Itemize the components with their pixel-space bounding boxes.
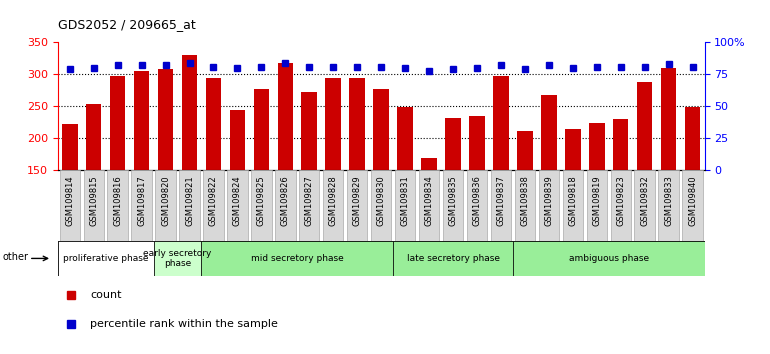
- Bar: [419, 170, 439, 241]
- Text: GSM109817: GSM109817: [137, 176, 146, 226]
- Text: GSM109833: GSM109833: [664, 176, 673, 227]
- Text: GSM109831: GSM109831: [400, 176, 410, 226]
- Bar: [253, 89, 270, 170]
- Bar: [658, 170, 679, 241]
- Bar: [108, 170, 128, 241]
- Bar: [469, 116, 485, 170]
- Text: proliferative phase: proliferative phase: [63, 254, 149, 263]
- Bar: [661, 68, 676, 170]
- Bar: [134, 71, 149, 170]
- Bar: [611, 170, 631, 241]
- Bar: [110, 76, 126, 170]
- Bar: [302, 92, 317, 170]
- Bar: [682, 170, 703, 241]
- Bar: [421, 158, 437, 170]
- Text: GSM109827: GSM109827: [305, 176, 314, 226]
- Bar: [514, 170, 535, 241]
- Bar: [513, 241, 705, 276]
- Bar: [158, 69, 173, 170]
- Text: GSM109815: GSM109815: [89, 176, 99, 226]
- Bar: [563, 170, 583, 241]
- Bar: [490, 170, 511, 241]
- Bar: [203, 170, 223, 241]
- Text: GDS2052 / 209665_at: GDS2052 / 209665_at: [58, 18, 196, 31]
- Bar: [517, 131, 533, 170]
- Bar: [275, 170, 296, 241]
- Bar: [395, 170, 415, 241]
- Bar: [613, 119, 628, 170]
- Bar: [58, 241, 153, 276]
- Bar: [634, 170, 654, 241]
- Bar: [132, 170, 152, 241]
- Text: percentile rank within the sample: percentile rank within the sample: [90, 319, 278, 329]
- Bar: [589, 124, 604, 170]
- Bar: [229, 110, 245, 170]
- Bar: [227, 170, 248, 241]
- Text: GSM109814: GSM109814: [65, 176, 74, 226]
- Text: GSM109823: GSM109823: [616, 176, 625, 226]
- Bar: [493, 76, 509, 170]
- Text: GSM109822: GSM109822: [209, 176, 218, 226]
- Bar: [347, 170, 367, 241]
- Bar: [443, 170, 464, 241]
- Text: count: count: [90, 290, 122, 300]
- Bar: [685, 108, 701, 170]
- Bar: [179, 170, 199, 241]
- Bar: [637, 82, 652, 170]
- Bar: [371, 170, 391, 241]
- Text: GSM109826: GSM109826: [281, 176, 290, 226]
- Bar: [397, 107, 413, 170]
- Bar: [156, 170, 176, 241]
- Bar: [251, 170, 272, 241]
- Text: GSM109820: GSM109820: [161, 176, 170, 226]
- Bar: [59, 170, 80, 241]
- Bar: [393, 241, 513, 276]
- Text: GSM109839: GSM109839: [544, 176, 554, 226]
- Bar: [445, 118, 460, 170]
- Text: GSM109816: GSM109816: [113, 176, 122, 226]
- Text: other: other: [3, 252, 29, 262]
- Bar: [153, 241, 202, 276]
- Bar: [373, 89, 389, 170]
- Text: early secretory
phase: early secretory phase: [143, 249, 212, 268]
- Bar: [350, 78, 365, 170]
- Bar: [202, 241, 393, 276]
- Bar: [467, 170, 487, 241]
- Text: mid secretory phase: mid secretory phase: [251, 254, 343, 263]
- Text: GSM109821: GSM109821: [185, 176, 194, 226]
- Text: GSM109819: GSM109819: [592, 176, 601, 226]
- Bar: [323, 170, 343, 241]
- Text: GSM109836: GSM109836: [473, 176, 481, 227]
- Bar: [299, 170, 320, 241]
- Text: GSM109830: GSM109830: [377, 176, 386, 226]
- Text: ambiguous phase: ambiguous phase: [569, 254, 649, 263]
- Text: GSM109825: GSM109825: [257, 176, 266, 226]
- Text: GSM109829: GSM109829: [353, 176, 362, 226]
- Bar: [62, 124, 78, 170]
- Bar: [86, 104, 102, 170]
- Bar: [326, 78, 341, 170]
- Bar: [565, 129, 581, 170]
- Bar: [206, 78, 221, 170]
- Bar: [182, 55, 197, 170]
- Bar: [539, 170, 559, 241]
- Text: GSM109837: GSM109837: [497, 176, 505, 227]
- Text: GSM109828: GSM109828: [329, 176, 338, 226]
- Text: GSM109835: GSM109835: [448, 176, 457, 226]
- Text: GSM109832: GSM109832: [640, 176, 649, 226]
- Text: late secretory phase: late secretory phase: [407, 254, 500, 263]
- Bar: [541, 95, 557, 170]
- Text: GSM109840: GSM109840: [688, 176, 697, 226]
- Text: GSM109824: GSM109824: [233, 176, 242, 226]
- Bar: [587, 170, 607, 241]
- Text: GSM109834: GSM109834: [424, 176, 434, 226]
- Text: GSM109838: GSM109838: [521, 176, 530, 227]
- Text: GSM109818: GSM109818: [568, 176, 578, 226]
- Bar: [83, 170, 104, 241]
- Bar: [277, 63, 293, 170]
